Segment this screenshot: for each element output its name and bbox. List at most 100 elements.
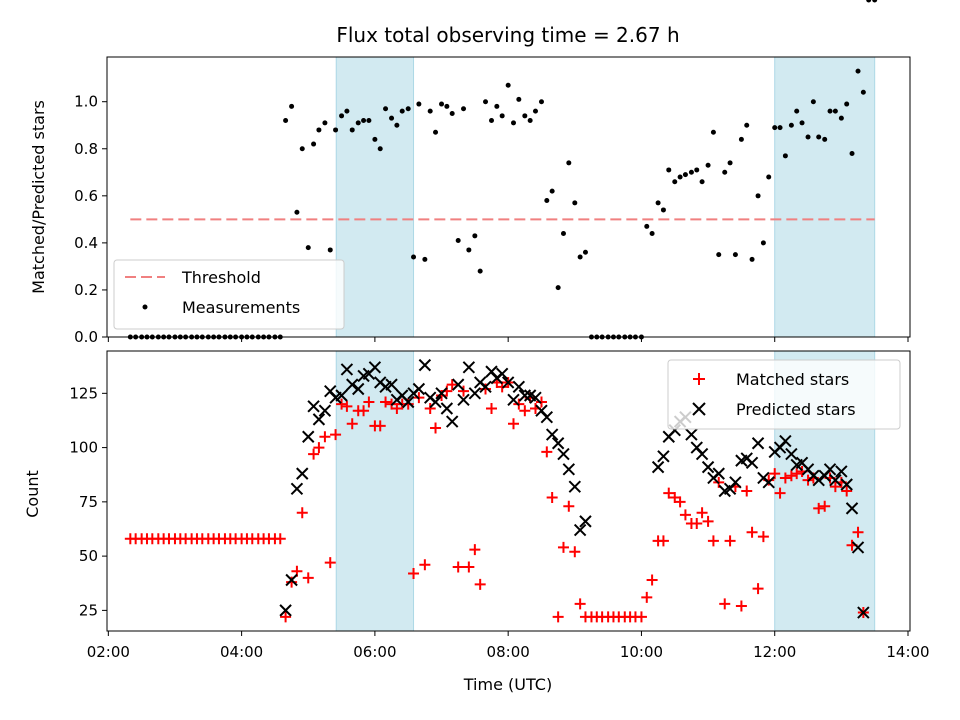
measurement-point <box>788 122 794 128</box>
matched-star-points <box>125 377 869 623</box>
measurement-point <box>339 113 345 119</box>
measurement-point <box>705 162 711 168</box>
measurement-point <box>399 108 405 114</box>
matched-point <box>813 502 825 514</box>
predicted-point <box>557 447 570 461</box>
predicted-point <box>457 393 470 407</box>
measurement-point <box>672 179 678 185</box>
predicted-point <box>418 358 432 372</box>
matched-point <box>679 509 691 521</box>
measurement-point <box>838 115 844 121</box>
predicted-point <box>695 447 709 461</box>
measurement-point <box>582 249 588 255</box>
predicted-point <box>412 382 426 396</box>
matched-point <box>446 379 458 391</box>
measurement-point <box>649 230 655 236</box>
measurement-point <box>455 238 461 244</box>
measurement-point <box>416 101 422 107</box>
predicted-point <box>840 478 853 491</box>
measurement-point <box>755 193 761 199</box>
matched-point <box>535 396 547 408</box>
measurement-point <box>472 233 478 239</box>
measurement-point <box>805 134 811 140</box>
matched-point <box>779 472 791 484</box>
measurement-point <box>688 169 694 175</box>
measurement-point <box>377 146 383 152</box>
predicted-point <box>385 378 398 391</box>
top-legend-box <box>113 259 345 330</box>
measurement-point <box>510 120 516 126</box>
x-tick-label: 12:00 <box>753 643 796 661</box>
matched-point <box>419 559 431 571</box>
measurement-point <box>822 136 828 142</box>
measurement-point <box>560 230 566 236</box>
measurement-point <box>749 256 755 262</box>
predicted-point <box>701 460 715 474</box>
measurement-point <box>433 129 439 135</box>
matched-point <box>774 487 786 499</box>
measurement-point <box>466 247 472 253</box>
measurement-point <box>660 207 666 213</box>
measurement-point <box>311 141 317 147</box>
matched-point <box>469 544 481 556</box>
legend-predicted-label: Predicted stars <box>736 400 856 419</box>
measurement-point <box>827 108 833 114</box>
matched-point <box>752 583 764 595</box>
measurement-point <box>422 256 428 262</box>
matched-point <box>374 420 386 432</box>
measurement-point <box>727 160 733 166</box>
top-y-tick-label: 0.0 <box>74 328 98 346</box>
matched-point <box>480 383 492 395</box>
matched-point <box>336 398 348 410</box>
measurement-point <box>372 136 378 142</box>
bottom-panel: 25 50 75 100 125 02:00 04:00 06:00 08:00 10:00 12… <box>23 351 930 694</box>
matched-point <box>274 533 286 545</box>
matched-point <box>657 535 669 547</box>
predicted-point <box>507 393 520 407</box>
chart-title: Flux total observing time = 2.67 h <box>336 23 679 47</box>
measurement-point <box>444 103 450 109</box>
predicted-point <box>529 391 542 404</box>
top-y-tick-label: 0.2 <box>74 281 98 299</box>
measurement-point <box>344 108 350 114</box>
legend-measurements-label: Measurements <box>182 298 300 317</box>
matched-point <box>296 507 308 519</box>
measurement-point <box>699 179 705 185</box>
matched-point <box>380 396 392 408</box>
measurement-point <box>782 153 788 159</box>
measurement-point <box>522 113 528 119</box>
matched-point <box>330 429 342 441</box>
measurement-point <box>794 108 800 114</box>
bottom-x-ticks: 02:00 04:00 06:00 08:00 10:00 12:00 14:00 <box>87 631 930 661</box>
measurement-point <box>405 106 411 112</box>
predicted-point <box>657 450 670 463</box>
matched-point <box>841 485 853 497</box>
matched-point <box>319 431 331 443</box>
matched-point <box>719 598 731 610</box>
measurement-point <box>527 118 533 124</box>
measurement-point <box>299 146 305 152</box>
top-y-tick-label: 0.6 <box>74 187 98 205</box>
bottom-y-tick-label: 25 <box>79 601 98 619</box>
matched-point <box>741 485 753 497</box>
measurement-point <box>772 125 778 131</box>
top-panel: 0.0 0.2 0.4 0.6 0.8 1.0 Matched/Predicted sta… <box>29 0 911 346</box>
matched-point <box>829 481 841 493</box>
predicted-point <box>302 430 315 443</box>
matched-point <box>646 574 658 586</box>
predicted-point <box>785 447 798 461</box>
matched-point <box>486 403 498 415</box>
matched-point <box>463 561 475 573</box>
predicted-point <box>712 467 725 480</box>
matched-point <box>674 496 686 508</box>
matched-point <box>358 405 370 417</box>
bottom-y-tick-label: 100 <box>69 439 98 457</box>
matched-point <box>746 526 758 538</box>
matched-point <box>474 578 486 590</box>
predicted-point <box>368 361 382 374</box>
matched-point <box>408 567 420 579</box>
predicted-point <box>296 467 309 480</box>
measurement-point <box>544 198 550 204</box>
matched-point <box>702 515 714 527</box>
predicted-point <box>285 573 298 587</box>
